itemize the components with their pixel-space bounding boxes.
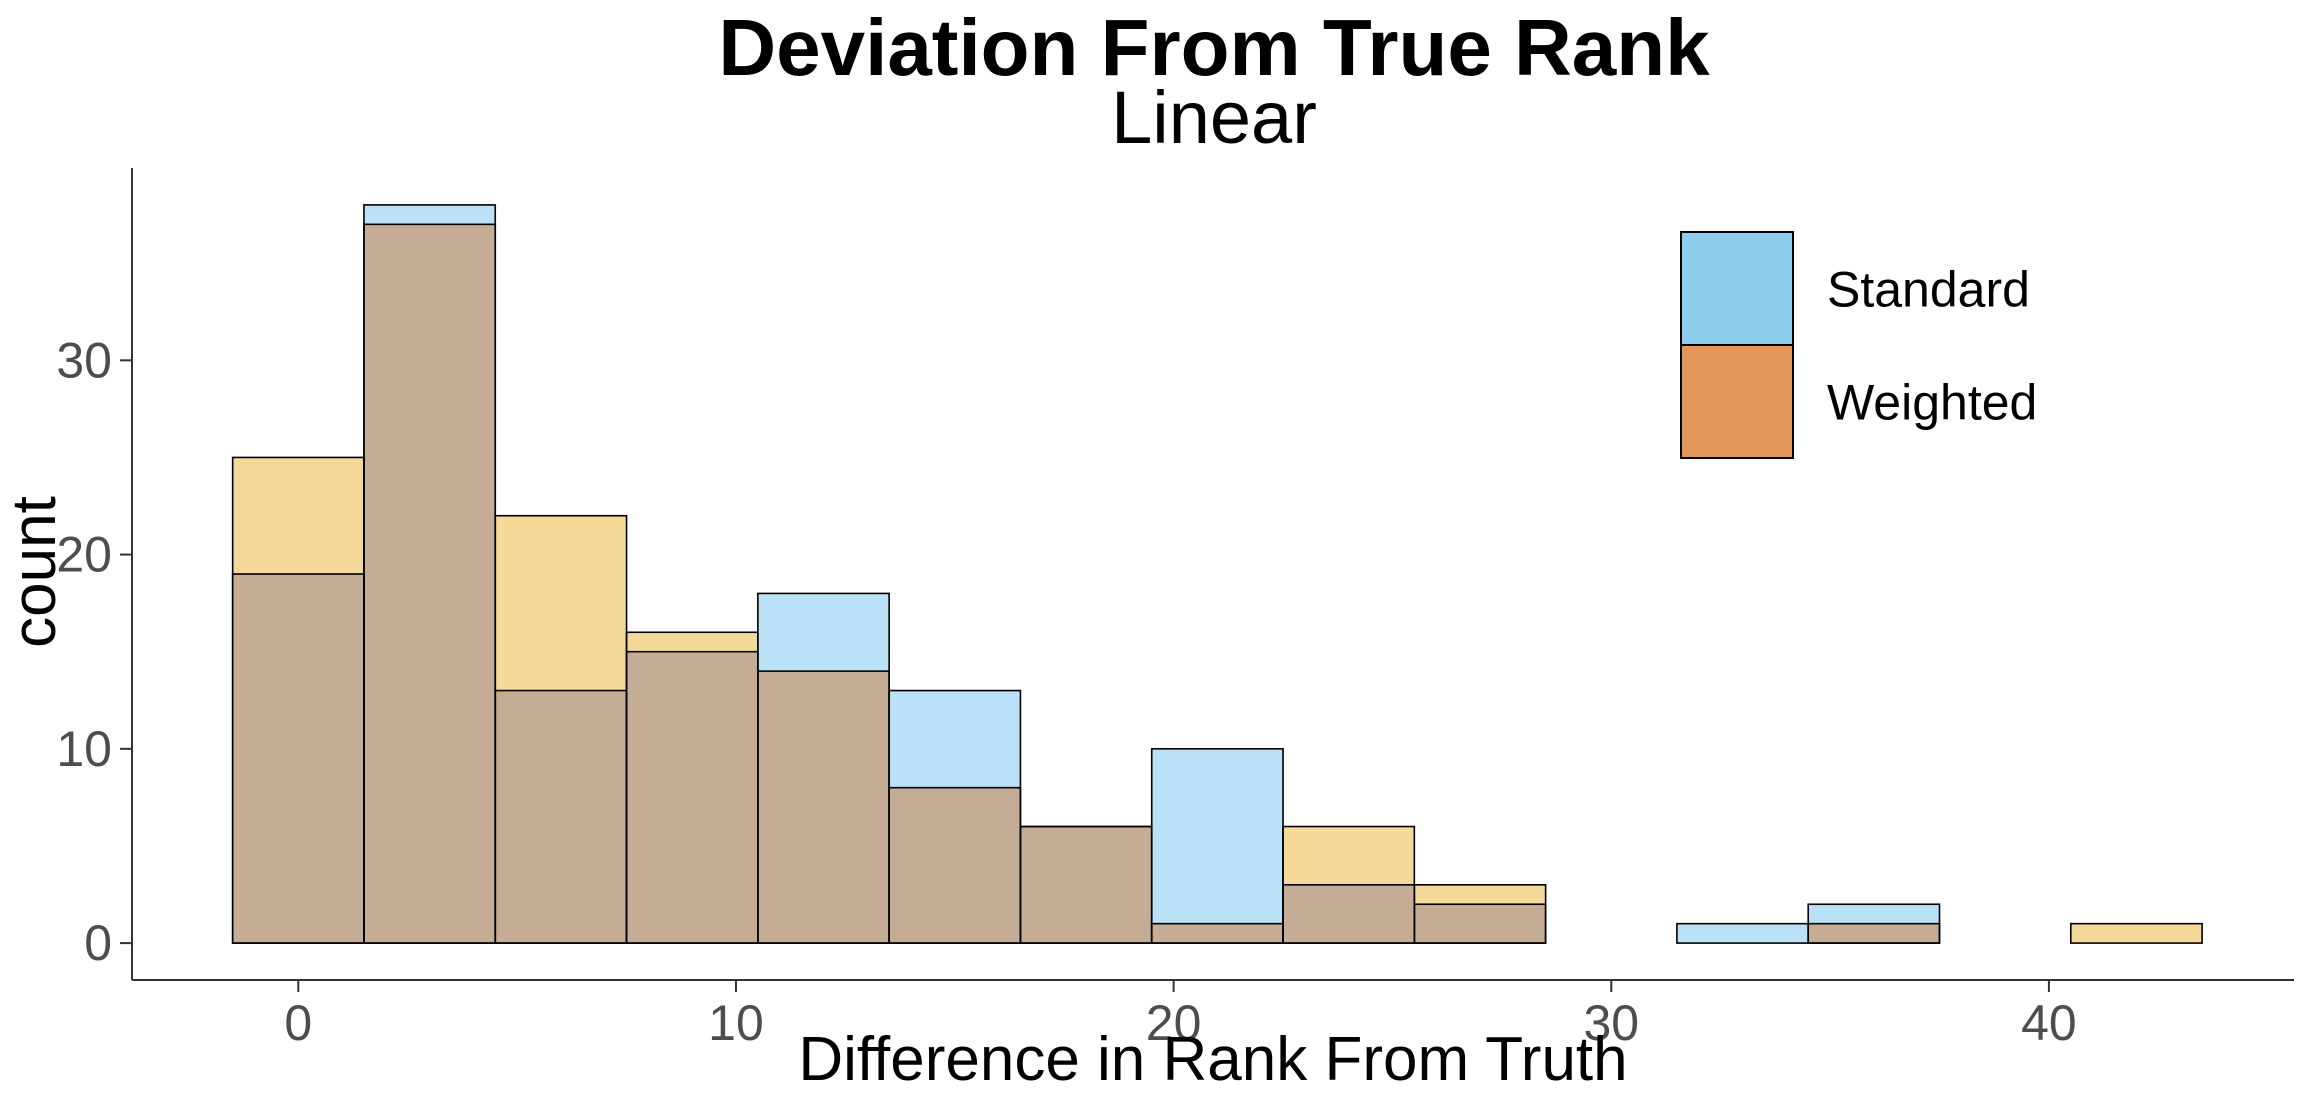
y-tick-label: 30 — [56, 332, 112, 388]
legend-label-standard: Standard — [1827, 262, 2030, 318]
bar-outline-weighted — [1807, 922, 1941, 944]
bar-overlap — [1020, 826, 1152, 944]
x-axis-label: Difference in Rank From Truth — [798, 1025, 1627, 1094]
bar-outline-weighted — [2069, 922, 2203, 944]
bar-overlap — [495, 690, 627, 944]
bar-standard — [757, 593, 890, 672]
x-tick-label: 10 — [708, 995, 764, 1051]
y-tick-label: 10 — [56, 721, 112, 777]
bar-overlap — [1414, 904, 1546, 944]
bar-weighted — [232, 457, 364, 574]
y-tick-label: 0 — [84, 915, 112, 971]
y-ticks: 0 10 20 30 — [56, 332, 132, 971]
x-ticks: 0 10 20 30 40 — [284, 980, 2077, 1051]
legend-label-weighted: Weighted — [1827, 375, 2037, 431]
legend-key-standard — [1680, 231, 1794, 346]
bar-weighted — [495, 515, 627, 691]
chart-subtitle: Linear — [1111, 76, 1317, 159]
legend: Standard Weighted — [1680, 231, 2037, 459]
bar-standard — [889, 690, 1021, 788]
bar-weighted — [1283, 826, 1415, 885]
bar-overlap — [757, 671, 890, 944]
bar-overlap — [232, 574, 364, 944]
bar-standard — [1808, 904, 1940, 924]
bars-weighted — [232, 457, 2203, 944]
bar-weighted — [1414, 884, 1546, 905]
x-tick-label: 40 — [2021, 995, 2077, 1051]
bar-overlap — [1283, 884, 1415, 944]
bar-overlap — [363, 224, 496, 944]
legend-key-weighted — [1680, 344, 1794, 459]
bar-standard — [1151, 748, 1284, 924]
bar-overlap — [626, 651, 758, 944]
x-tick-label: 0 — [284, 995, 312, 1051]
chart-title: Deviation From True Rank — [718, 3, 1710, 92]
x-tick-label: 20 — [1146, 995, 1202, 1051]
bar-standard — [363, 204, 496, 225]
bar-overlap — [1808, 923, 1940, 944]
bar-standard — [1676, 923, 1809, 944]
bar-outline-weighted — [1413, 884, 1547, 944]
bars-outline — [231, 204, 2203, 944]
bars-overlap — [232, 224, 1940, 944]
y-tick-label: 20 — [56, 527, 112, 583]
bar-weighted — [2070, 923, 2203, 944]
y-axis-label: count — [0, 496, 69, 648]
bar-weighted — [626, 632, 758, 652]
bar-overlap — [889, 787, 1021, 944]
x-tick-label: 30 — [1583, 995, 1639, 1051]
bar-overlap — [1151, 923, 1284, 944]
bars-standard — [363, 204, 1940, 944]
